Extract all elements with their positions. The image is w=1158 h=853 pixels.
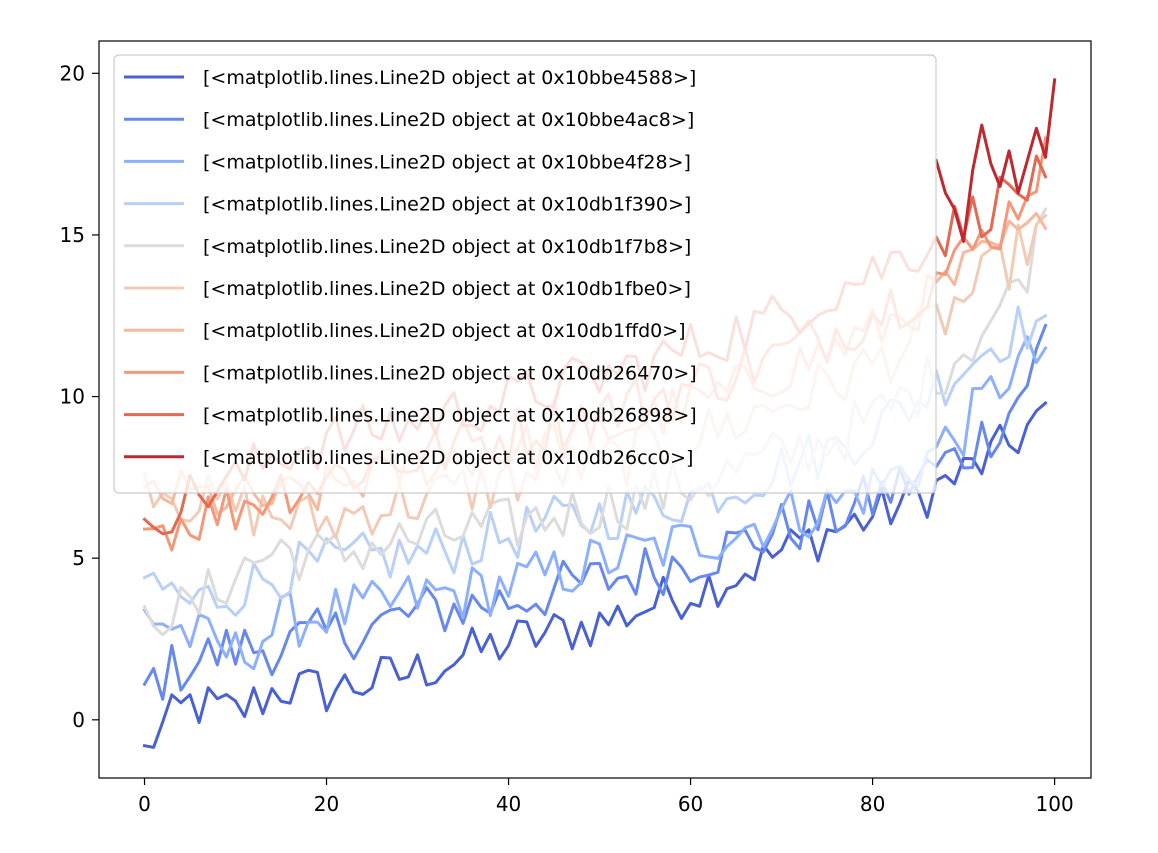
series-line-10 bbox=[934, 78, 1057, 243]
x-tick-label: 60 bbox=[678, 792, 703, 816]
legend-box bbox=[113, 54, 937, 494]
legend-label: [<matplotlib.lines.Line2D object at 0x10… bbox=[203, 447, 693, 469]
legend-label: [<matplotlib.lines.Line2D object at 0x10… bbox=[203, 362, 697, 384]
y-tick-label: 15 bbox=[60, 223, 85, 247]
y-tick-label: 10 bbox=[60, 385, 85, 409]
legend-label: [<matplotlib.lines.Line2D object at 0x10… bbox=[203, 109, 694, 131]
legend-label: [<matplotlib.lines.Line2D object at 0x10… bbox=[203, 278, 691, 300]
x-tick-label: 80 bbox=[860, 792, 885, 816]
y-tick-label: 0 bbox=[72, 708, 85, 732]
series-line-1 bbox=[142, 400, 1048, 749]
axes: 0 20 40 60 80 100 0 5 10 15 20 bbox=[60, 61, 1074, 816]
x-tick-label: 40 bbox=[496, 792, 521, 816]
legend-label: [<matplotlib.lines.Line2D object at 0x10… bbox=[203, 67, 696, 89]
legend-label: [<matplotlib.lines.Line2D object at 0x10… bbox=[203, 194, 691, 216]
x-tick-label: 20 bbox=[314, 792, 339, 816]
legend-label: [<matplotlib.lines.Line2D object at 0x10… bbox=[203, 151, 691, 173]
x-tick-label: 0 bbox=[138, 792, 151, 816]
legend-label: [<matplotlib.lines.Line2D object at 0x10… bbox=[203, 405, 697, 427]
legend: [<matplotlib.lines.Line2D object at 0x10… bbox=[113, 54, 937, 494]
legend-label: [<matplotlib.lines.Line2D object at 0x10… bbox=[203, 236, 691, 258]
y-tick-label: 5 bbox=[72, 546, 85, 570]
x-tick-label: 100 bbox=[1036, 792, 1074, 816]
legend-label: [<matplotlib.lines.Line2D object at 0x10… bbox=[203, 320, 686, 342]
y-tick-label: 20 bbox=[60, 61, 85, 85]
plot-frame bbox=[98, 40, 1092, 779]
